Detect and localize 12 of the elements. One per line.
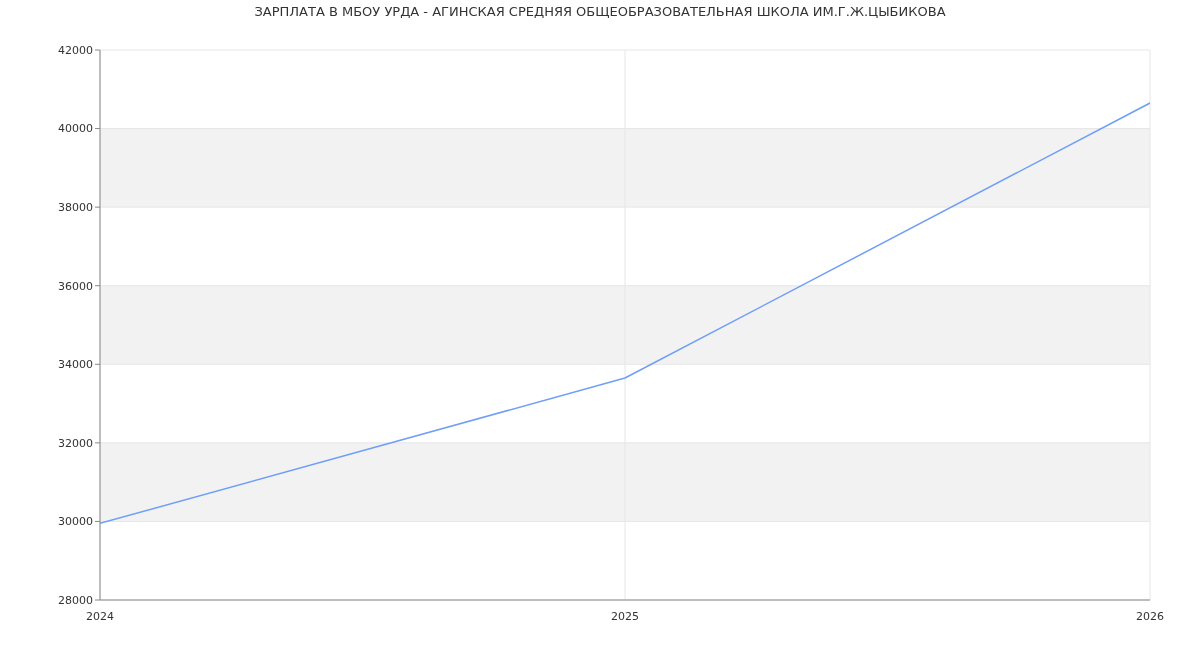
y-tick-label: 38000	[58, 201, 93, 215]
x-tick-label: 2024	[86, 609, 114, 623]
y-tick-label: 30000	[58, 515, 93, 529]
y-tick-label: 32000	[58, 436, 93, 450]
chart-title: ЗАРПЛАТА В МБОУ УРДА - АГИНСКАЯ СРЕДНЯЯ ОБЩЕОБРАЗОВАТЕЛЬНАЯ ШКОЛА ИМ.Г.Ж.ЦЫБИКОВА	[253, 4, 947, 19]
y-tick-label: 34000	[58, 358, 93, 372]
x-tick-label: 2025	[611, 609, 639, 623]
y-tick-label: 36000	[58, 279, 93, 293]
y-tick-label: 40000	[58, 122, 93, 136]
x-tick-label: 2026	[1136, 609, 1164, 623]
y-tick-label: 42000	[58, 43, 93, 57]
y-tick-label: 28000	[58, 593, 93, 607]
